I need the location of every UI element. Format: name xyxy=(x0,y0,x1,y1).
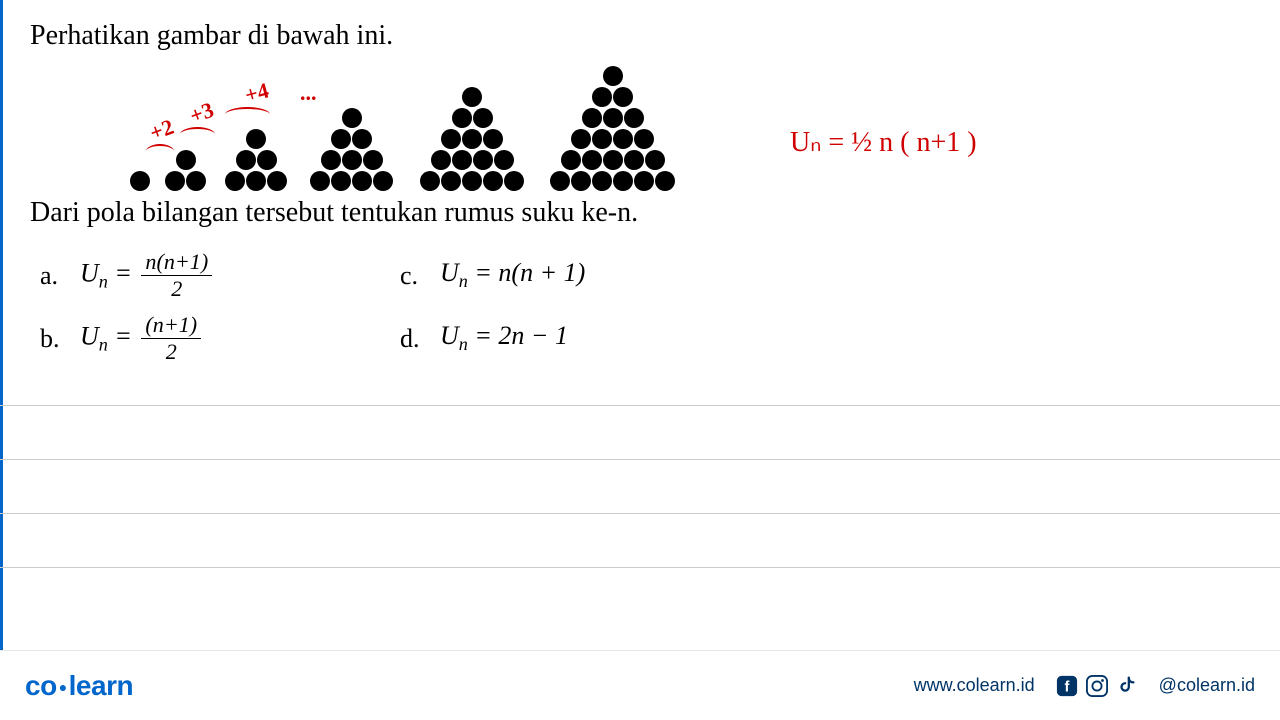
dot xyxy=(634,129,654,149)
triangle-3 xyxy=(225,129,288,192)
ruled-line xyxy=(0,459,1280,513)
dot xyxy=(342,108,362,128)
facebook-icon: f xyxy=(1055,674,1079,698)
annotation-dots: ... xyxy=(300,80,317,106)
dot xyxy=(236,150,256,170)
dot xyxy=(186,171,206,191)
formula-c: Un = n(n + 1) xyxy=(440,258,585,292)
dot xyxy=(462,129,482,149)
dot xyxy=(352,129,372,149)
handwritten-formula: Uₙ = ½ n ( n+1 ) xyxy=(790,125,977,159)
dot xyxy=(483,171,503,191)
dot xyxy=(613,171,633,191)
dot xyxy=(592,129,612,149)
dot xyxy=(246,129,266,149)
instruction-text: Perhatikan gambar di bawah ini. xyxy=(30,20,1250,52)
triangle-4 xyxy=(310,108,394,192)
dot xyxy=(342,150,362,170)
dot xyxy=(483,129,503,149)
dot xyxy=(331,129,351,149)
dot xyxy=(310,171,330,191)
formula-a: Un = n(n+1)2 xyxy=(80,249,215,302)
dot xyxy=(603,108,623,128)
dot xyxy=(331,171,351,191)
footer: co●learn www.colearn.id f @colearn.id xyxy=(0,650,1280,720)
dot xyxy=(634,171,654,191)
dot xyxy=(420,171,440,191)
triangle-1 xyxy=(130,171,151,192)
option-b: b. Un = (n+1)2 xyxy=(40,312,360,365)
arc-3 xyxy=(225,107,270,122)
dot xyxy=(225,171,245,191)
triangle-5 xyxy=(420,87,525,192)
footer-right: www.colearn.id f @colearn.id xyxy=(914,674,1255,698)
tiktok-icon xyxy=(1115,674,1139,698)
colearn-logo: co●learn xyxy=(25,670,133,702)
dot xyxy=(373,171,393,191)
arc-2 xyxy=(180,127,215,142)
triangle-6 xyxy=(550,66,676,192)
website-url: www.colearn.id xyxy=(914,675,1035,696)
dot xyxy=(561,150,581,170)
formula-d: Un = 2n − 1 xyxy=(440,321,568,355)
dot xyxy=(655,171,675,191)
ruled-line xyxy=(0,567,1280,621)
dot xyxy=(257,150,277,170)
dot xyxy=(603,66,623,86)
dot xyxy=(473,108,493,128)
triangle-diagram: +2 +3 +4 ... xyxy=(130,62,1250,192)
main-content: Perhatikan gambar di bawah ini. +2 +3 +4… xyxy=(0,0,1280,385)
dot xyxy=(624,108,644,128)
dot xyxy=(441,171,461,191)
dot xyxy=(613,87,633,107)
dot xyxy=(504,171,524,191)
dot xyxy=(165,171,185,191)
annotation-plus2: +2 xyxy=(146,114,177,146)
dot xyxy=(473,150,493,170)
dot xyxy=(352,171,372,191)
dot xyxy=(130,171,150,191)
dot xyxy=(582,108,602,128)
dot xyxy=(645,150,665,170)
svg-text:f: f xyxy=(1064,679,1069,695)
annotation-plus4: +4 xyxy=(242,77,271,108)
dot xyxy=(571,129,591,149)
dot xyxy=(624,150,644,170)
option-a: a. Un = n(n+1)2 xyxy=(40,249,360,302)
dot xyxy=(431,150,451,170)
dot xyxy=(441,129,461,149)
dot xyxy=(550,171,570,191)
ruled-line xyxy=(0,513,1280,567)
social-handle: @colearn.id xyxy=(1159,675,1255,696)
question-text: Dari pola bilangan tersebut tentukan rum… xyxy=(30,197,1250,229)
dot xyxy=(592,171,612,191)
dot xyxy=(452,150,472,170)
ruled-lines xyxy=(0,405,1280,621)
dot xyxy=(592,87,612,107)
dot xyxy=(246,171,266,191)
annotation-plus3: +3 xyxy=(186,97,217,129)
dot xyxy=(462,171,482,191)
dot xyxy=(267,171,287,191)
dot xyxy=(321,150,341,170)
dot xyxy=(363,150,383,170)
triangle-2 xyxy=(165,150,207,192)
dot xyxy=(494,150,514,170)
instagram-icon xyxy=(1085,674,1109,698)
dot xyxy=(462,87,482,107)
dot xyxy=(613,129,633,149)
option-c: c. Un = n(n + 1) xyxy=(400,249,720,302)
formula-b: Un = (n+1)2 xyxy=(80,312,204,365)
social-icons: f xyxy=(1055,674,1139,698)
dot xyxy=(176,150,196,170)
dot xyxy=(571,171,591,191)
options-grid: a. Un = n(n+1)2 c. Un = n(n + 1) b. Un =… xyxy=(40,249,1250,365)
dot xyxy=(603,150,623,170)
ruled-line xyxy=(0,405,1280,459)
dot xyxy=(452,108,472,128)
dot xyxy=(582,150,602,170)
option-d: d. Un = 2n − 1 xyxy=(400,312,720,365)
